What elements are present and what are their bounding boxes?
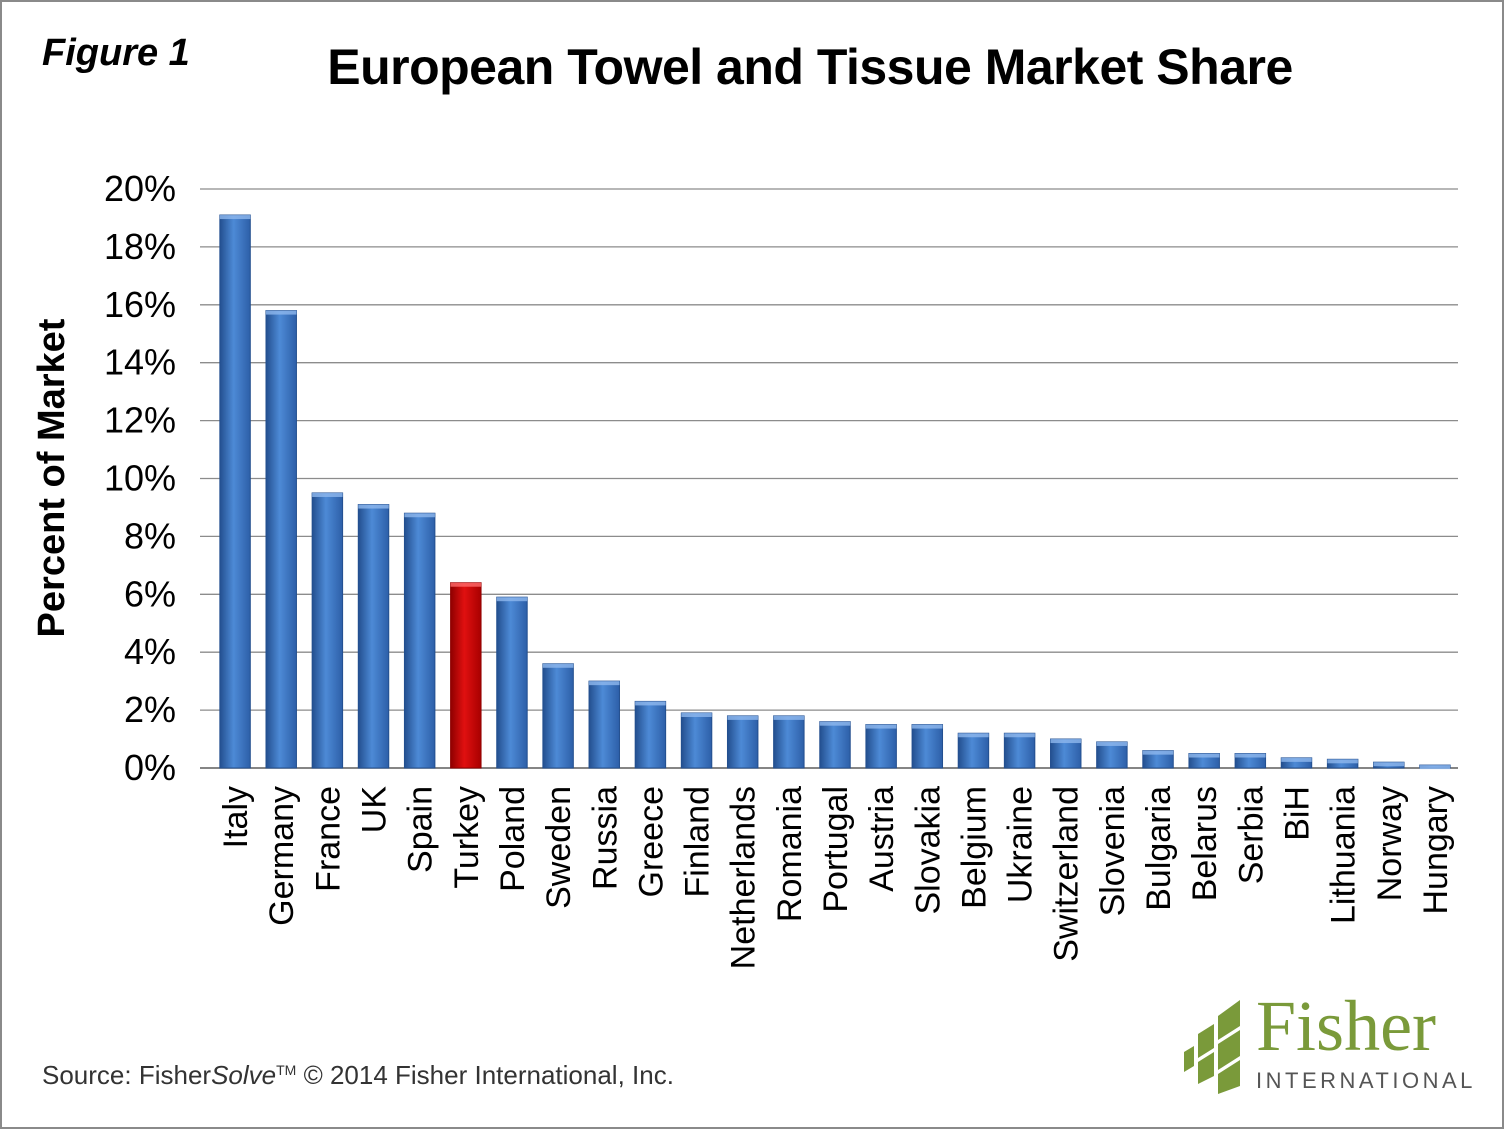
x-tick-label: France [309,786,347,892]
bar-russia [588,680,620,769]
bar-cap [312,492,343,497]
bar-finland [680,712,713,769]
logo-wordmark: Fisher [1256,986,1436,1066]
y-tick-label: 18% [104,226,176,267]
y-tick-label: 20% [104,168,176,209]
bar-portugal [819,721,851,769]
bar-italy [219,214,251,769]
source-italic: Solve [211,1060,277,1090]
source-prefix: Source: Fisher [42,1060,212,1090]
x-tick-label: Slovenia [1094,786,1132,917]
x-tick-label: Romania [771,786,809,922]
bar-cap [450,582,482,587]
bar-cap [773,715,805,720]
bar-ukraine [1003,732,1036,769]
x-tick-label: Austria [863,786,901,892]
bar-cap [681,712,712,717]
bars [219,214,1451,770]
x-tick-label: Bulgaria [1140,786,1178,911]
bar-poland [496,596,528,769]
figure-label: Figure 1 [42,32,190,74]
x-tick-label: Poland [494,786,532,892]
x-tick-label: Spain [402,786,440,873]
y-axis-label: Percent of Market [31,318,73,637]
bar-cap [1004,733,1035,738]
y-tick-label: 6% [124,573,176,614]
bar-slovakia [911,724,944,769]
bar-spain [403,512,436,769]
bar-cap [1327,759,1358,764]
y-tick-label: 4% [124,631,176,672]
bar-austria [865,724,897,769]
bar-cap [1050,739,1081,744]
fisher-logo-icon [1184,1000,1240,1094]
bar-france [311,492,344,769]
x-tick-label: Hungary [1417,786,1455,915]
x-tick-label: Belarus [1186,786,1224,901]
x-tick-label: Belgium [955,786,993,909]
bar-cap [912,724,943,729]
chart-title: European Towel and Tissue Market Share [327,39,1293,95]
y-tick-labels: 0% 2% 4% 6% 8% 10% 12% 14% 16% 18% 20% [104,168,176,788]
y-tick-label: 14% [104,342,176,383]
x-tick-label: Italy [217,786,255,848]
bar-cap [1281,757,1312,762]
x-tick-label: BiH [1278,786,1316,841]
x-tick-label: Portugal [817,786,855,913]
logo-subtitle: INTERNATIONAL [1256,1068,1476,1093]
x-tick-label: UK [356,786,394,834]
source-suffix: © 2014 Fisher International, Inc. [296,1060,674,1090]
bar-sweden [542,663,574,769]
bar-cap [865,724,897,729]
bar-cap [496,597,528,602]
y-tick-label: 10% [104,458,176,499]
x-tick-label: Lithuania [1325,786,1363,924]
bar-cap [542,663,574,668]
bar-cap [1419,765,1451,770]
x-tick-label: Switzerland [1048,786,1086,962]
bar-cap [404,513,435,518]
x-tick-label: Finland [679,786,717,898]
y-tick-label: 8% [124,515,176,556]
x-tick-label: Russia [586,786,624,890]
bar-cap [727,715,758,720]
x-tick-label: Norway [1371,786,1409,901]
x-tick-label: Netherlands [725,786,763,969]
x-tick-labels: Italy Germany France UK Spain Turkey Poland Swe… [217,786,1455,970]
bar-cap [1142,750,1174,755]
bar-cap [358,504,389,509]
bar-romania [773,715,805,769]
bar-cap [1096,741,1128,746]
bar-netherlands [726,715,759,769]
y-tick-label: 16% [104,284,176,325]
trademark-mark: TM [276,1062,297,1078]
bar-switzerland [1050,738,1082,769]
x-tick-label: Serbia [1232,786,1270,884]
bar-germany [265,310,297,769]
x-tick-label: Turkey [448,786,486,889]
bar-uk [357,504,390,769]
bar-cap [589,681,620,686]
x-tick-label: Slovakia [909,786,947,915]
y-tick-label: 12% [104,400,176,441]
bar-turkey [450,582,482,769]
bar-cap [1188,753,1220,758]
x-tick-label: Germany [263,786,301,926]
bar-cap [1373,762,1405,767]
bar-belgium [957,732,990,769]
source-note: Source: FisherSolveTM © 2014 Fisher Inte… [42,1060,674,1091]
x-tick-label: Ukraine [1002,786,1040,903]
x-tick-label: Sweden [540,786,578,909]
y-tick-label: 0% [124,747,176,788]
x-tick-label: Greece [632,786,670,898]
bar-cap [219,215,251,220]
bar-greece [634,700,667,769]
bar-cap [265,310,297,315]
bar-cap [635,701,666,706]
bar-cap [1235,753,1266,758]
bar-cap [958,733,989,738]
y-tick-label: 2% [124,689,176,730]
bar-cap [819,721,851,726]
